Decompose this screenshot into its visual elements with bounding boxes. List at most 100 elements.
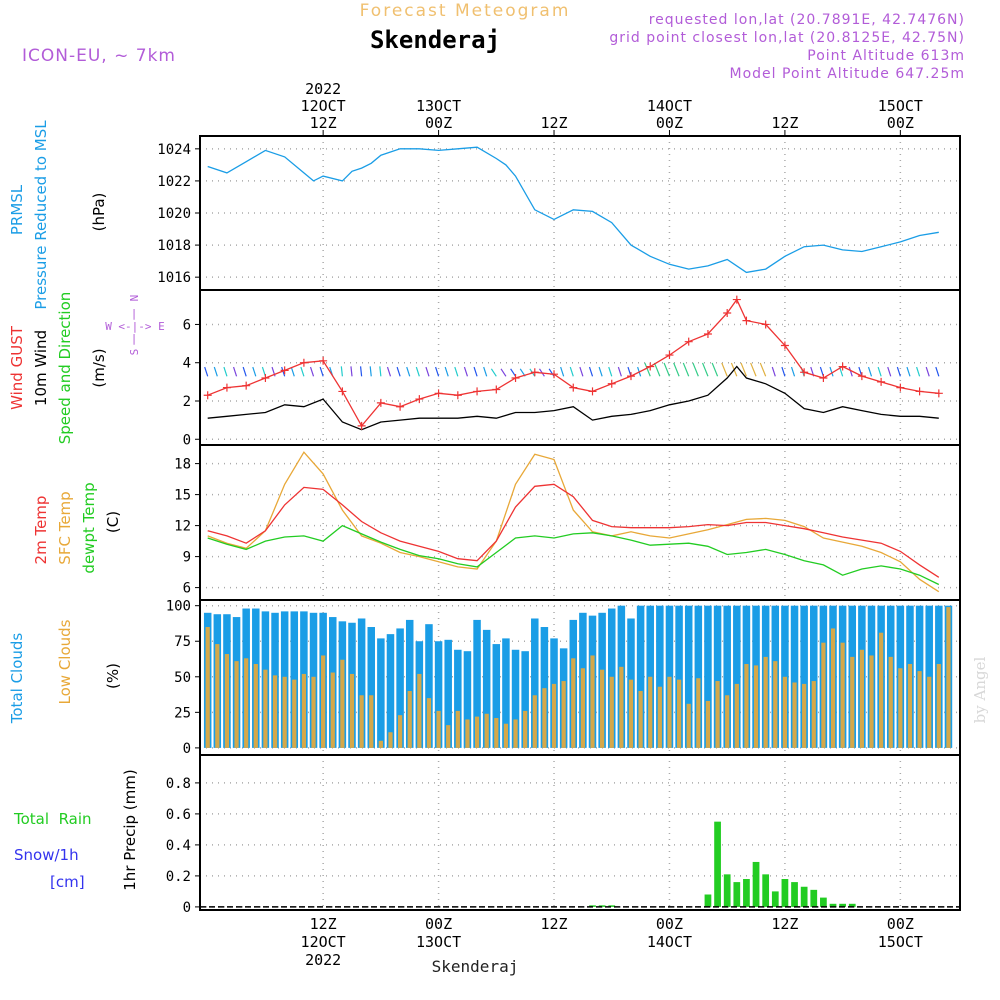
wind-direction-arrow [598,366,603,377]
low-cloud-bar [340,659,345,748]
low-cloud-bar [782,676,788,748]
location-title: Skenderaj [370,26,500,54]
low-cloud-bar [676,679,682,748]
low-cloud-bar [455,710,460,748]
low-cloud-bar [715,681,720,748]
top-time-label: 13OCT [416,97,461,115]
low-cloud-bar [378,740,383,748]
low-cloud-bar [686,703,691,748]
wind-direction-arrow [242,366,247,377]
temp-panel-labels: 2m Temp SFC Temp dewpt Temp (C) [32,482,122,573]
wind-direction-arrow [290,366,295,377]
low-cloud-bar [802,683,807,748]
low-cloud-bar [879,632,884,748]
wind-direction-arrow [483,366,488,377]
gust-marker [934,389,943,398]
gust-marker [703,330,712,339]
wind-direction-arrow [396,366,401,377]
footer-location: Skenderaj [432,957,519,976]
rain-bar [820,897,827,907]
total-cloud-bar [357,618,366,748]
low-cloud-bar [292,679,297,748]
y-tick-label: 0.6 [166,807,191,823]
gust-marker [684,337,693,346]
bottom-time-label: 14OCT [647,933,692,951]
low-cloud-bar [850,656,855,748]
total-cloud-bar [646,605,654,748]
wind-direction-arrow [309,366,315,377]
low-cloud-bar [571,658,576,748]
bottom-time-label: 12Z [310,915,337,933]
low-cloud-bar [840,642,845,748]
low-cloud-bar [205,627,210,748]
total-cloud-bar [482,629,491,748]
low-cloud-bar [821,642,826,748]
low-cloud-bar [561,681,566,748]
low-cloud-bar [859,649,864,748]
wind-direction-arrow [463,366,469,377]
y-tick-label: 1024 [157,142,191,158]
total-cloud-bar [684,605,693,748]
gust-marker [280,366,289,375]
y-tick-label: 9 [183,550,191,566]
low-cloud-bar [907,663,913,748]
total-cloud-bar [781,605,789,748]
total-cloud-bar [405,619,414,748]
gust-marker [723,308,732,317]
total-cloud-bar [810,605,818,748]
wind-direction-arrow [359,366,363,377]
y-tick-label: 25 [174,705,191,721]
low-cloud-bar [946,607,951,748]
gust-marker [453,391,462,400]
wind-direction-arrow [759,362,767,377]
total-cloud-bar [723,605,731,748]
y-tick-label: 1018 [157,238,191,254]
y-tick-label: 2 [183,394,191,410]
wind-direction-arrow [721,362,728,377]
wind-direction-arrow [906,366,911,377]
requested-coords: requested lon,lat (20.7891E, 42.7476N) [649,12,965,28]
wind-direction-arrow [711,362,719,377]
wind-direction-arrow [867,366,873,377]
bottom-time-label: 12OCT [301,933,346,951]
rain-bar [704,894,712,907]
cloud-panel-labels: Total Clouds Low Clouds (%) [8,619,122,724]
top-time-label: 00Z [425,114,452,132]
wind-direction-arrow [548,368,555,377]
rain-bar [791,882,798,907]
wind-panel: 0 2 4 6 [183,289,961,448]
gust-marker [588,387,597,396]
low-cloud-bar [417,673,422,748]
total-cloud-bar [704,605,712,748]
y-tick-label: 1016 [157,270,191,286]
gust-marker [550,370,559,379]
cloud-unit: (%) [104,663,122,689]
compass-s: S [128,349,141,356]
low-cloud-bar [234,661,239,748]
rain-bar [723,874,731,907]
total-cloud-bar [502,638,510,748]
wind-direction-arrow [415,366,420,377]
rain-bar [829,903,837,907]
total-cloud-bar [386,634,395,748]
top-time-label: 15OCT [878,97,923,115]
point-altitude: Point Altitude 613m [807,48,965,64]
low-cloud-bar [696,678,701,748]
total-cloud-bar [790,605,799,748]
low-cloud-bar [888,656,893,748]
wind-direction-arrow [213,366,218,377]
bottom-time-label: 12Z [540,915,567,933]
gust-marker [742,316,751,325]
low-cloud-bar [638,691,643,748]
total-cloud-bar [713,605,722,748]
total-cloud-bar [800,605,808,748]
top-time-label: 12Z [540,114,567,132]
total-cloud-bar [694,605,703,748]
gust-marker [319,356,328,365]
rain-bar [589,905,596,907]
top-time-label: 12OCT [301,97,346,115]
wind-direction-arrow [682,362,690,377]
sfc-temp-line [207,451,940,593]
wind-direction-arrow [781,366,786,377]
